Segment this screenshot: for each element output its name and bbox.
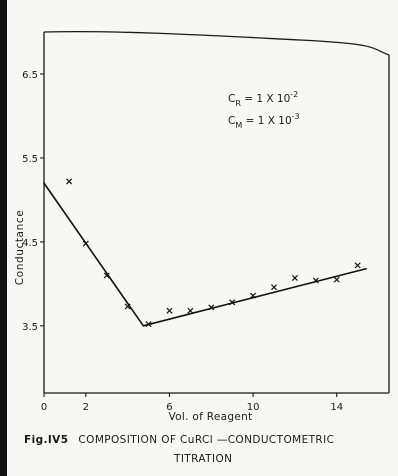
data-point-12 <box>291 274 298 282</box>
cr-exponent: -2 <box>290 90 298 99</box>
cm-label: C <box>228 115 235 127</box>
data-point-6 <box>166 307 173 314</box>
data-point-3 <box>103 272 110 279</box>
page-spine-bar <box>0 0 7 476</box>
data-point-stroke-b <box>145 321 152 328</box>
cr-label: C <box>228 93 235 105</box>
data-point-14 <box>333 276 340 283</box>
x-tick-label-2: 2 <box>83 402 89 413</box>
data-point-7 <box>187 307 194 314</box>
data-point-stroke-b <box>66 178 73 185</box>
data-point-2 <box>82 240 89 247</box>
axis-ticks: 3.5 4.5 5.5 6.5 0 2 6 10 14 <box>22 70 343 413</box>
cm-subscript: M <box>235 121 242 130</box>
y-tick-label-6.5: 6.5 <box>22 70 38 81</box>
data-point-stroke-b <box>291 274 298 282</box>
top-frame-line <box>43 30 390 56</box>
figure-number: Fig.IV5 <box>24 434 69 446</box>
data-point-8 <box>208 304 215 311</box>
x-tick-label-6: 6 <box>166 402 172 413</box>
cm-value: = 1 X 10 <box>242 115 291 127</box>
data-point-11 <box>270 284 278 291</box>
svg-text:CR = 1 X 10-2: CR = 1 X 10-2 <box>228 90 298 108</box>
x-tick-label-0: 0 <box>41 402 47 413</box>
data-point-stroke-b <box>103 272 110 279</box>
fit-line-1 <box>43 182 145 327</box>
axis-labels: Vol. of Reagent Conductance <box>14 210 252 423</box>
data-point-stroke-b <box>166 307 173 314</box>
caption-line-2: TITRATION <box>174 453 233 465</box>
y-tick-label-5.5: 5.5 <box>22 154 38 165</box>
concentration-annotation: CR = 1 X 10-2 CM = 1 X 10-3 <box>228 90 300 130</box>
y-tick-label-3.5: 3.5 <box>22 322 38 333</box>
data-point-10 <box>250 292 257 299</box>
data-point-stroke-b <box>270 284 278 291</box>
svg-text:CM = 1 X 10-3: CM = 1 X 10-3 <box>228 112 300 130</box>
data-point-stroke-b <box>187 307 194 314</box>
data-points <box>66 178 361 328</box>
cm-exponent: -3 <box>292 112 300 121</box>
data-point-stroke-b <box>312 277 319 284</box>
plot-frame <box>43 30 390 394</box>
data-point-13 <box>312 277 319 284</box>
cr-value: = 1 X 10 <box>241 93 290 105</box>
caption-line-1: Fig.IV5 COMPOSITION OF CuRCl —CONDUCTOMET… <box>24 434 334 446</box>
data-point-stroke-b <box>124 303 131 310</box>
data-point-5 <box>145 321 152 328</box>
x-tick-label-10: 10 <box>247 402 260 413</box>
fit-lines <box>43 182 367 327</box>
x-axis-title: Vol. of Reagent <box>169 411 253 423</box>
data-point-stroke-b <box>229 299 236 306</box>
data-point-stroke-b <box>208 304 215 311</box>
data-point-stroke-b <box>333 276 340 283</box>
data-point-1 <box>66 178 73 185</box>
cr-subscript: R <box>235 99 241 108</box>
data-point-15 <box>354 262 361 269</box>
y-axis-title: Conductance <box>14 210 26 286</box>
data-point-stroke-b <box>250 292 257 299</box>
y-tick-label-4.5: 4.5 <box>22 238 38 249</box>
data-point-9 <box>229 299 236 306</box>
data-point-4 <box>124 303 131 310</box>
x-tick-label-14: 14 <box>330 402 343 413</box>
data-point-stroke-b <box>82 240 89 247</box>
data-point-stroke-b <box>354 262 361 269</box>
caption-title: COMPOSITION OF CuRCl —CONDUCTOMETRIC <box>78 434 335 446</box>
